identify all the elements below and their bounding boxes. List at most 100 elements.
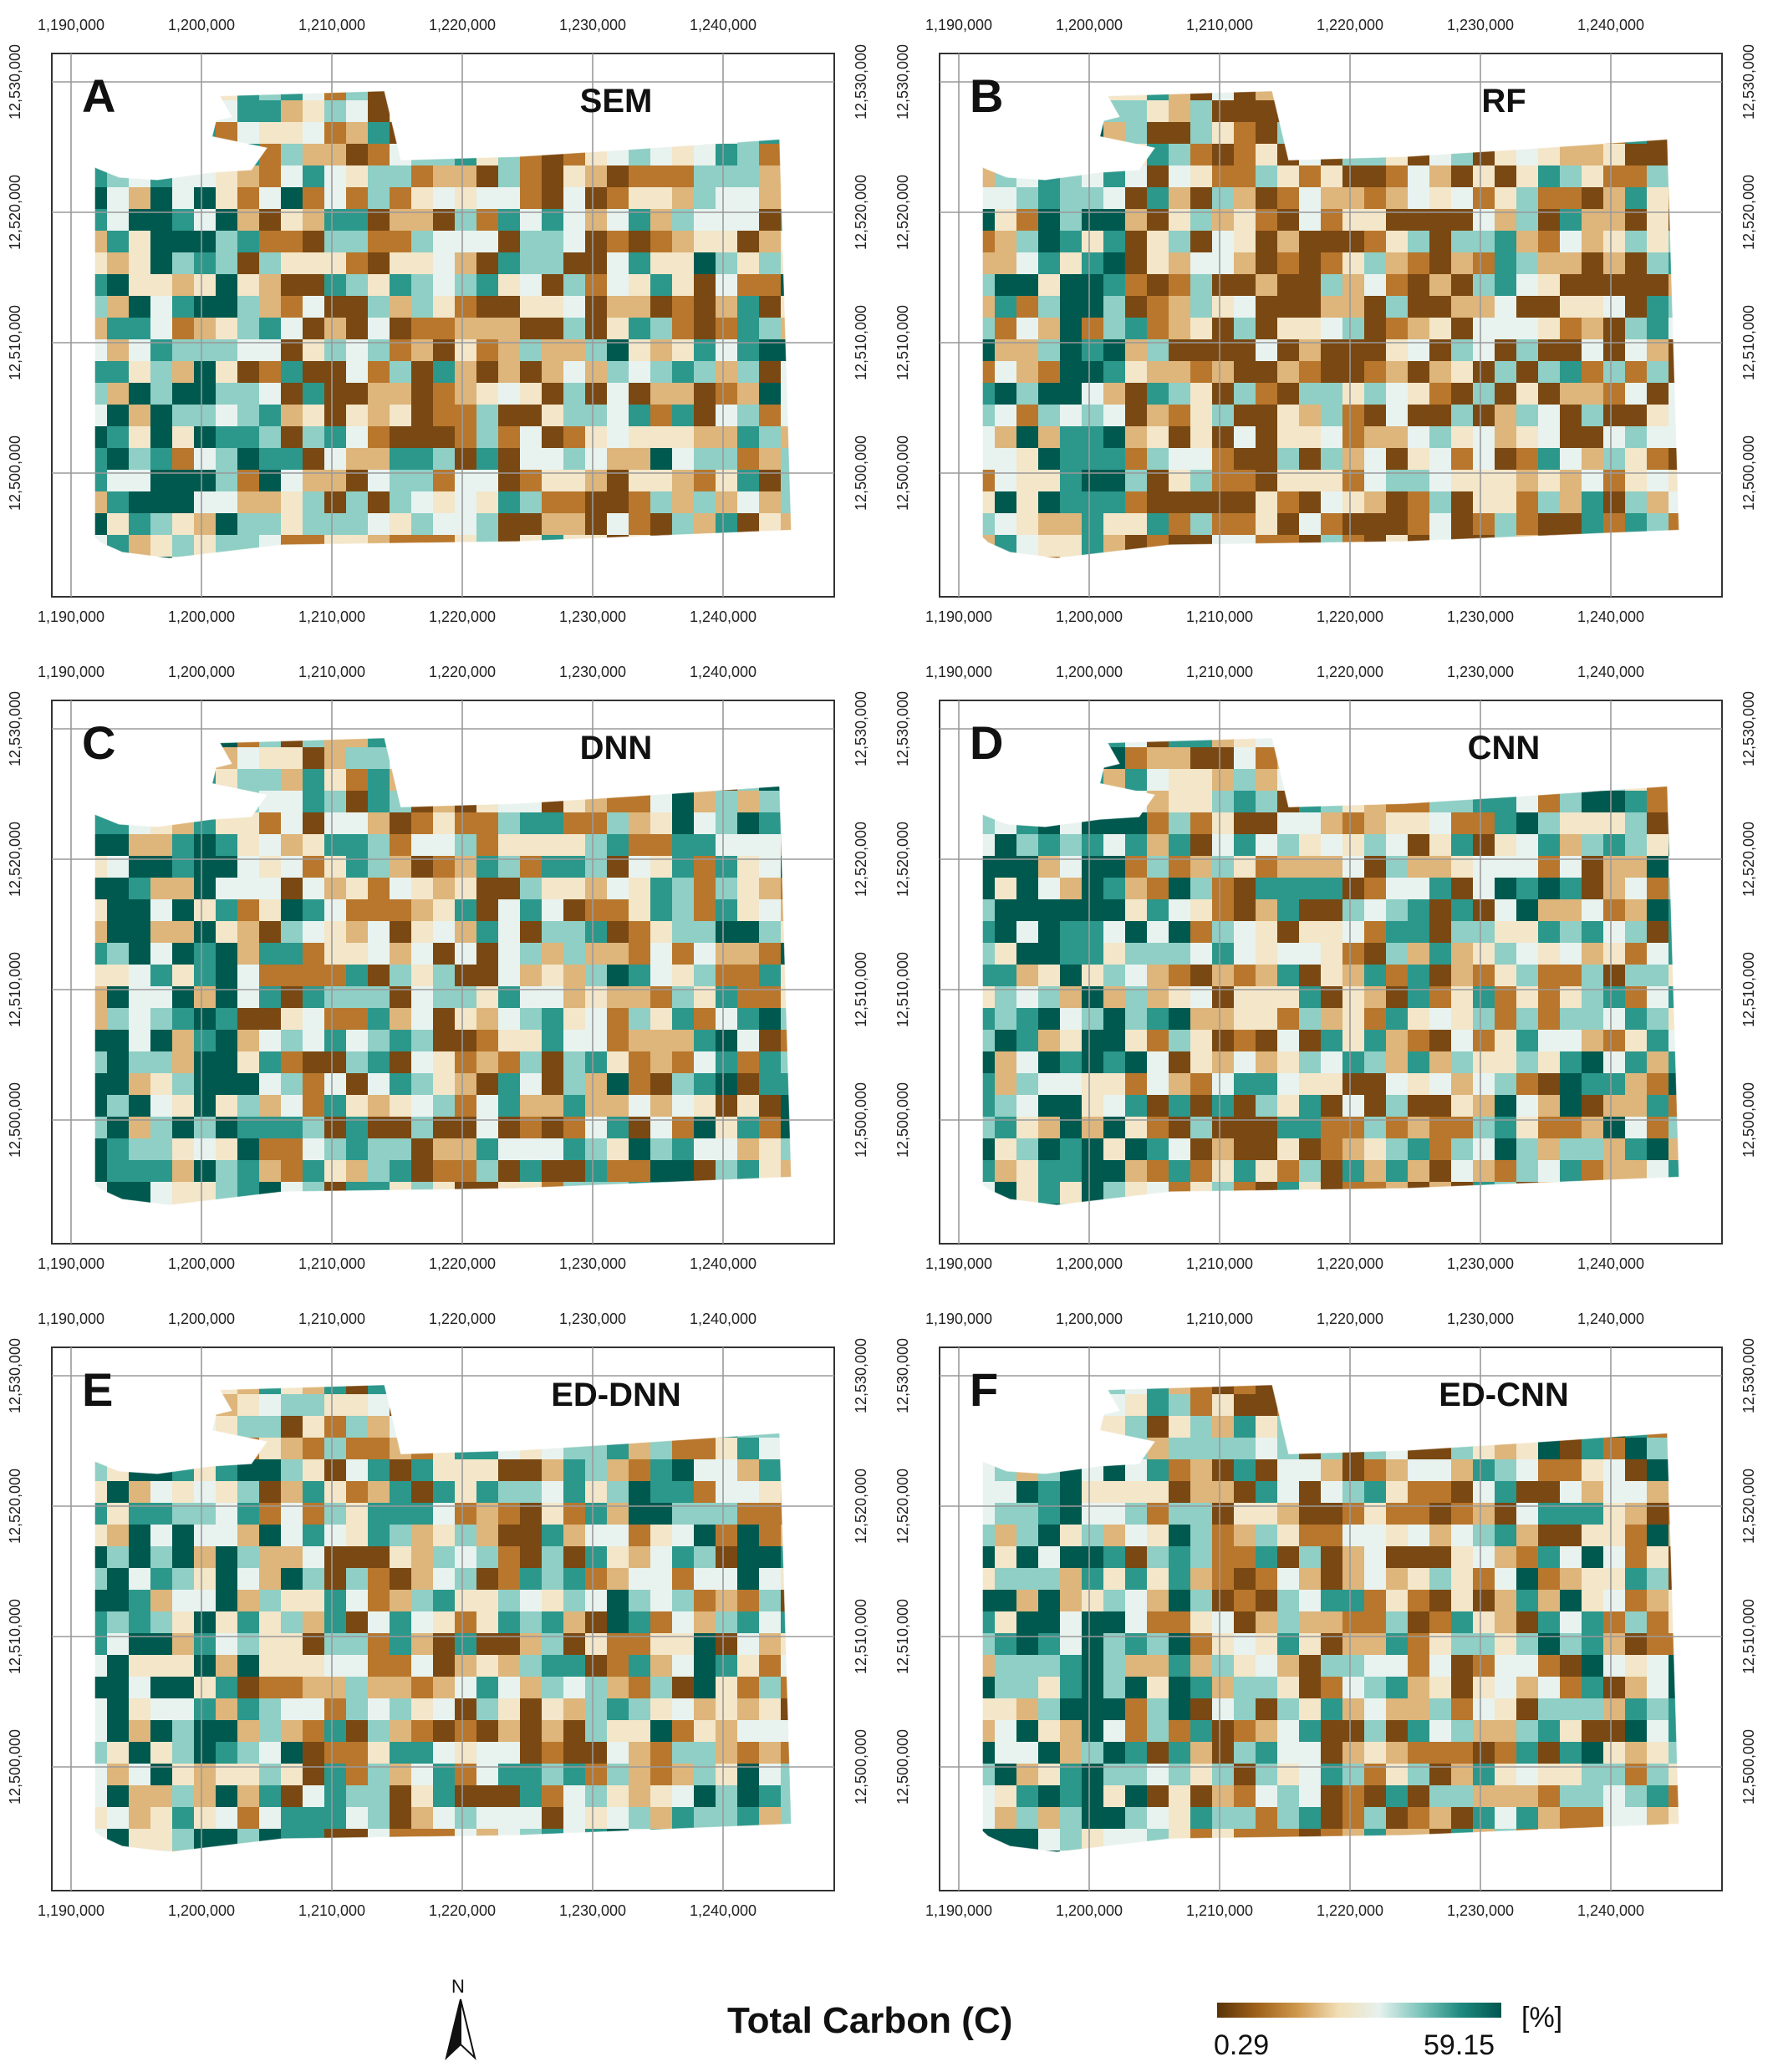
y-tick-label-right: 12,510,000 [853,952,869,1027]
x-tick-label-top: 1,210,000 [298,1311,365,1327]
y-tick-label-left: 12,510,000 [7,952,23,1027]
x-tick-label-bottom: 1,190,000 [38,1902,104,1919]
y-tick-label-left: 12,530,000 [7,691,23,766]
x-tick-label-bottom: 1,210,000 [298,608,365,625]
y-tick-label-left: 12,510,000 [894,952,911,1027]
y-tick-label-left: 12,530,000 [894,44,911,120]
x-tick-label-bottom: 1,190,000 [925,1902,992,1919]
legend-min-label: 0.29 [1214,2029,1269,2061]
x-tick-label-top: 1,240,000 [1577,17,1644,33]
map-panel-a: 1,190,000 1,190,000 1,200,000 1,200,000 1,21… [7,17,869,625]
y-tick-label-left: 12,520,000 [7,1469,23,1544]
x-tick-label-bottom: 1,200,000 [168,1902,235,1919]
x-tick-label-top: 1,230,000 [559,1311,626,1327]
north-arrow-label: N [451,1976,465,1997]
x-tick-label-top: 1,220,000 [1317,1311,1383,1327]
x-tick-label-bottom: 1,220,000 [1317,1255,1383,1272]
x-tick-label-top: 1,230,000 [1447,1311,1514,1327]
x-tick-label-bottom: 1,210,000 [1186,1902,1253,1919]
x-tick-label-bottom: 1,200,000 [168,608,235,625]
graticule [940,1347,1722,1891]
y-tick-label-left: 12,500,000 [7,1729,23,1805]
x-tick-label-top: 1,220,000 [1317,17,1383,33]
x-tick-label-bottom: 1,240,000 [690,608,757,625]
x-tick-label-bottom: 1,220,000 [429,608,496,625]
x-tick-label-bottom: 1,210,000 [1186,608,1253,625]
x-tick-label-bottom: 1,230,000 [559,1902,626,1919]
y-tick-label-right: 12,500,000 [1740,435,1757,511]
y-tick-label-right: 12,510,000 [1740,305,1757,380]
x-tick-label-top: 1,210,000 [298,664,365,680]
y-tick-label-left: 12,520,000 [894,822,911,897]
x-tick-label-top: 1,220,000 [429,17,496,33]
x-tick-label-top: 1,240,000 [1577,1311,1644,1327]
map-panel-d: 1,190,000 1,190,000 1,200,000 1,200,000 1,21… [894,664,1757,1272]
legend: Total Carbon (C) 0.29 59.15 [%] [727,2000,1562,2061]
north-arrow-icon [445,1998,476,2061]
x-tick-label-top: 1,220,000 [1317,664,1383,680]
y-tick-label-left: 12,520,000 [894,1469,911,1544]
x-tick-label-bottom: 1,200,000 [168,1255,235,1272]
panel-letter: B [970,69,1003,122]
y-tick-label-right: 12,510,000 [1740,952,1757,1027]
y-tick-label-right: 12,510,000 [853,1599,869,1674]
map-panel-f: 1,190,000 1,190,000 1,200,000 1,200,000 1,21… [894,1311,1757,1919]
panel-model-name: RF [1481,83,1526,120]
x-tick-label-top: 1,190,000 [38,664,104,680]
y-tick-label-right: 12,530,000 [1740,44,1757,120]
y-tick-label-left: 12,500,000 [7,435,23,511]
x-tick-label-bottom: 1,190,000 [38,608,104,625]
y-tick-label-right: 12,510,000 [1740,1599,1757,1674]
y-tick-label-left: 12,500,000 [894,1729,911,1805]
x-tick-label-top: 1,220,000 [429,664,496,680]
x-tick-label-top: 1,230,000 [559,17,626,33]
y-tick-label-right: 12,500,000 [1740,1729,1757,1805]
legend-unit-label: [%] [1521,2002,1562,2034]
graticule [52,53,834,597]
y-tick-label-left: 12,520,000 [894,175,911,250]
y-tick-label-left: 12,530,000 [7,1338,23,1413]
panel-model-name: ED-CNN [1439,1377,1569,1413]
y-tick-label-left: 12,510,000 [894,1599,911,1674]
x-tick-label-bottom: 1,230,000 [1447,1902,1514,1919]
x-tick-label-bottom: 1,220,000 [429,1255,496,1272]
panel-model-name: DNN [580,730,653,766]
x-tick-label-top: 1,230,000 [1447,17,1514,33]
y-tick-label-left: 12,530,000 [7,44,23,120]
y-tick-label-right: 12,500,000 [853,1729,869,1805]
x-tick-label-top: 1,230,000 [559,664,626,680]
map-panel-e: 1,190,000 1,190,000 1,200,000 1,200,000 1,21… [7,1311,869,1919]
x-tick-label-top: 1,240,000 [690,664,757,680]
x-tick-label-bottom: 1,190,000 [38,1255,104,1272]
y-tick-label-left: 12,520,000 [7,175,23,250]
y-tick-label-right: 12,530,000 [853,691,869,766]
panel-letter: D [970,716,1003,769]
panel-model-name: ED-DNN [551,1377,681,1413]
x-tick-label-top: 1,210,000 [1186,1311,1253,1327]
x-tick-label-top: 1,220,000 [429,1311,496,1327]
x-tick-label-top: 1,210,000 [1186,664,1253,680]
y-tick-label-right: 12,520,000 [853,1469,869,1544]
y-tick-label-left: 12,530,000 [894,691,911,766]
x-tick-label-bottom: 1,230,000 [1447,608,1514,625]
y-tick-label-left: 12,500,000 [894,1082,911,1158]
x-tick-label-bottom: 1,240,000 [1577,1902,1644,1919]
y-tick-label-right: 12,500,000 [853,1082,869,1158]
y-tick-label-right: 12,510,000 [853,305,869,380]
x-tick-label-top: 1,200,000 [1056,664,1123,680]
x-tick-label-top: 1,200,000 [1056,17,1123,33]
x-tick-label-top: 1,200,000 [168,1311,235,1327]
y-tick-label-left: 12,510,000 [894,305,911,380]
x-tick-label-top: 1,240,000 [690,17,757,33]
x-tick-label-bottom: 1,210,000 [298,1902,365,1919]
y-tick-label-left: 12,500,000 [7,1082,23,1158]
north-arrow: N [445,1976,476,2061]
y-tick-label-right: 12,520,000 [1740,1469,1757,1544]
x-tick-label-bottom: 1,240,000 [690,1902,757,1919]
x-tick-label-top: 1,190,000 [925,1311,992,1327]
x-tick-label-bottom: 1,240,000 [1577,1255,1644,1272]
x-tick-label-bottom: 1,200,000 [1056,608,1123,625]
panel-model-name: CNN [1468,730,1541,766]
x-tick-label-bottom: 1,200,000 [1056,1902,1123,1919]
panel-model-name: SEM [580,83,653,120]
